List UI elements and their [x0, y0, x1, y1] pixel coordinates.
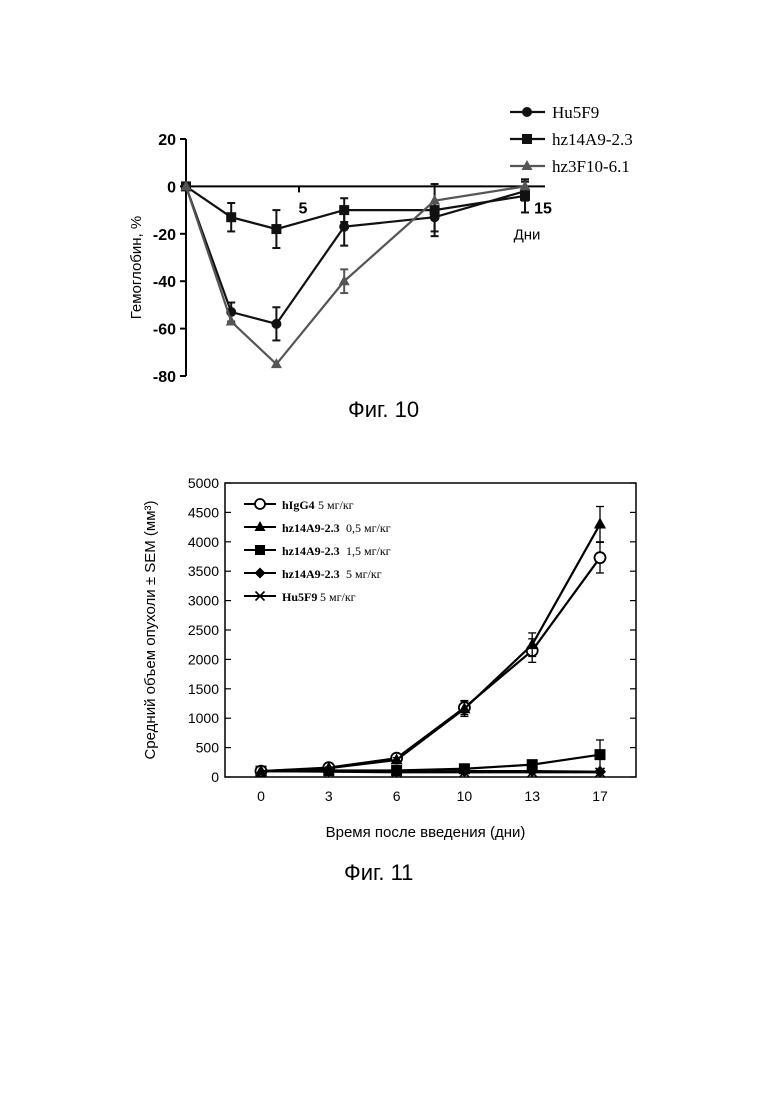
fig10-legend-label: hz14A9-2.3 [552, 130, 633, 149]
fig10-legend-marker [522, 107, 532, 117]
fig11-y-tick-label: 500 [196, 740, 220, 756]
fig11-data-point [527, 759, 538, 770]
fig10-series-line [186, 186, 525, 323]
fig11-x-tick-label: 3 [325, 788, 333, 804]
fig11-y-tick-label: 2000 [188, 651, 219, 667]
fig11-legend-marker [255, 545, 265, 555]
fig11-legend-name: hz14A9-2.3 [282, 521, 340, 535]
fig11-legend-name: Hu5F9 [282, 590, 317, 604]
figure-11-caption: Фиг. 11 [344, 860, 413, 886]
fig10-x-tick-label: 15 [534, 200, 552, 217]
fig11-series-line [261, 524, 600, 771]
fig11-y-tick-label: 2500 [188, 622, 219, 638]
fig11-y-tick-label: 4500 [188, 504, 219, 520]
fig10-data-point [430, 205, 440, 215]
fig10-data-point [520, 191, 530, 201]
fig10-data-point [271, 224, 281, 234]
fig10-legend: Hu5F9 hz14A9-2.3 hz3F10-6.1 [510, 103, 633, 176]
fig10-y-tick-label: 20 [158, 132, 176, 149]
fig10-legend-label: Hu5F9 [552, 103, 599, 122]
fig10-series-line [186, 186, 525, 229]
fig11-legend-marker [255, 568, 266, 579]
fig10-y-tick-label: -80 [153, 369, 176, 386]
fig11-legend-dose: 5 мг/кг [318, 498, 354, 512]
fig11-x-tick-label: 17 [592, 788, 608, 804]
fig10-series-line [186, 186, 525, 364]
fig10-y-tick-label: -40 [153, 274, 176, 291]
fig11-x-tick-label: 6 [393, 788, 401, 804]
fig10-series-hz14A9-2.3 [181, 179, 530, 248]
fig11-data-point [595, 552, 606, 563]
figure-10-chart: 20 0 -20 -40 -60 -80 5 15 Дни Гемоглобин, % Hu5F9 h… [0, 0, 780, 440]
fig10-y-tick-label: -60 [153, 322, 176, 339]
fig10-legend-label: hz3F10-6.1 [552, 157, 630, 176]
fig10-data-point [226, 212, 236, 222]
fig11-y-tick-label: 1000 [188, 710, 219, 726]
fig11-y-tick-label: 3000 [188, 593, 219, 609]
fig10-series-Hu5F9 [181, 181, 530, 340]
figure-10-caption: Фиг. 10 [348, 397, 419, 423]
fig10-data-point [339, 222, 349, 232]
fig10-legend-marker [522, 134, 532, 144]
fig11-x-tick-label: 13 [524, 788, 540, 804]
fig11-legend-dose: 5 мг/кг [320, 590, 356, 604]
fig11-legend-name: hIgG4 [282, 498, 315, 512]
fig11-data-point [594, 518, 606, 529]
fig11-y-tick-label: 0 [211, 769, 219, 785]
fig10-x-label: Дни [514, 226, 541, 243]
fig11-y-tick-label: 5000 [188, 475, 219, 491]
fig11-x-tick-label: 0 [257, 788, 265, 804]
fig11-y-tick-label: 3500 [188, 563, 219, 579]
fig11-legend: hIgG45 мг/кгhz14A9-2.30,5 мг/кгhz14A9-2.… [244, 498, 391, 604]
fig11-data-point [391, 765, 402, 776]
fig11-data-point [459, 763, 470, 774]
figure-10: 20 0 -20 -40 -60 -80 5 15 Дни Гемоглобин, % Hu5F9 h… [0, 0, 780, 440]
fig11-x-tick-label: 10 [457, 788, 473, 804]
fig11-legend-dose: 0,5 мг/кг [346, 521, 391, 535]
fig11-legend-dose: 5 мг/кг [346, 567, 382, 581]
fig10-series-hz3F10-6.1 [181, 180, 531, 368]
fig10-data-point [339, 205, 349, 215]
fig11-data-point [595, 749, 606, 760]
fig11-x-label: Время после введения (дни) [326, 824, 526, 841]
fig11-legend-marker [255, 499, 265, 509]
fig10-y-tick-label: 0 [167, 179, 176, 196]
fig11-y-tick-label: 1500 [188, 681, 219, 697]
fig10-axes: 20 0 -20 -40 -60 -80 5 15 Дни Гемоглобин, % [128, 132, 552, 386]
fig11-y-label: Средний объем опухоли ± SEM (мм³) [142, 500, 159, 759]
fig11-legend-name: hz14A9-2.3 [282, 567, 340, 581]
figure-11-chart: 0 500 1000 1500 2000 2500 3000 3500 4000 4500 5000… [0, 460, 780, 900]
fig10-x-tick-label: 5 [299, 200, 308, 217]
fig10-data-point [271, 319, 281, 329]
fig11-legend-name: hz14A9-2.3 [282, 544, 340, 558]
fig10-y-label: Гемоглобин, % [128, 216, 145, 319]
fig11-y-tick-label: 4000 [188, 534, 219, 550]
figure-11: 0 500 1000 1500 2000 2500 3000 3500 4000 4500 5000… [0, 460, 780, 900]
fig11-legend-dose: 1,5 мг/кг [346, 544, 391, 558]
fig10-y-tick-label: -20 [153, 227, 176, 244]
